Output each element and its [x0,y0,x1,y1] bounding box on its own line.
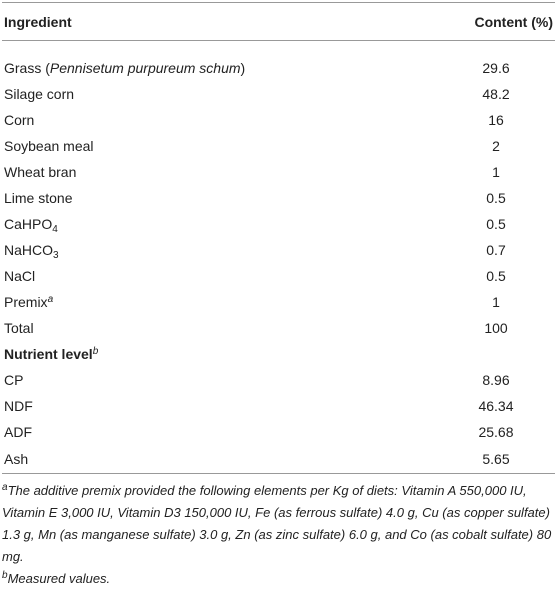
footnote-mark: b [92,346,99,357]
ingredient-cell: Wheat bran [2,159,437,185]
ingredient-cell: NaCl [2,263,437,289]
ingredient-text: NaCl [4,268,36,284]
ingredient-table: Ingredient Content (%) Grass (Pennisetum… [2,2,555,474]
ingredient-text: Wheat bran [4,164,77,180]
content-cell: 29.6 [482,60,510,76]
footnote-mark: a [47,294,54,305]
ingredient-cell: Silage corn [2,81,437,107]
content-cell: 5.65 [437,445,555,474]
ingredient-cell: Total [2,315,437,341]
section-row: Nutrient levelb [2,341,555,367]
content-cell: 0.5 [486,216,506,232]
section-text: Nutrient level [4,346,93,362]
table-row: Soybean meal 2 [2,133,555,159]
content-cell: 8.96 [482,372,510,388]
content-cell: 0.5 [486,190,506,206]
ingredient-text: Lime stone [4,190,73,206]
ingredient-text: Corn [4,112,35,128]
table-row: Lime stone 0.5 [2,185,555,211]
content-cell: 48.2 [482,86,510,102]
ingredient-text: Soybean meal [4,138,94,154]
ingredient-cell: Grass (Pennisetum purpureum schum) [2,41,437,82]
section-cell: Nutrient levelb [2,341,437,367]
table-row: Ash 5.65 [2,445,555,474]
footnote-mark: a [2,482,8,493]
footnote: aThe additive premix provided the follow… [2,480,553,568]
table-row: Silage corn 48.2 [2,81,555,107]
content-cell: 2 [492,138,500,154]
content-cell: 46.34 [478,398,514,414]
table-row: Corn 16 [2,107,555,133]
ingredient-cell: CaHPO4 [2,211,437,237]
content-cell: 1 [492,164,500,180]
nutrient-cell: Ash [2,445,437,474]
ingredient-text: Premix [4,294,48,310]
footnotes: aThe additive premix provided the follow… [2,480,553,590]
footnote-mark: b [2,570,8,581]
ingredient-text: Total [4,320,34,336]
header-cell: Content (%) [437,2,555,41]
nutrient-cell: CP [4,372,24,388]
content-cell: 1 [492,294,500,310]
footnote-text: Measured values. [7,571,111,586]
ingredient-cell: Soybean meal [2,133,437,159]
ingredient-text: CaHPO [4,216,53,232]
subscript: 3 [53,250,59,261]
header-cell: Ingredient [2,2,437,41]
content-cell [437,341,555,367]
table-row: Grass (Pennisetum purpureum schum) 29.6 [2,41,555,82]
table-body: Grass (Pennisetum purpureum schum) 29.6 Si… [2,41,555,474]
table-row: Premixa 1 [2,289,555,315]
content-cell: 25.68 [478,424,514,440]
ingredient-text: NaHCO [4,242,54,258]
table-row: Total 100 [2,315,555,341]
footnote: bMeasured values. [2,568,553,590]
ingredient-cell: NaHCO3 [2,237,437,263]
table-row: NaCl 0.5 [2,263,555,289]
ingredient-text: Silage corn [4,86,75,102]
table-row: CaHPO4 0.5 [2,211,555,237]
content-cell: 0.5 [486,268,506,284]
ingredient-text: Pennisetum purpureum schum [49,60,241,76]
table-row: NDF 46.34 [2,393,555,419]
table-row: CP 8.96 [2,367,555,393]
table-row: ADF 25.68 [2,419,555,445]
ingredient-text: ) [240,60,246,76]
table-row: Wheat bran 1 [2,159,555,185]
content-cell: 0.7 [486,242,506,258]
nutrient-cell: ADF [4,424,32,440]
table-row: NaHCO3 0.7 [2,237,555,263]
nutrient-cell: NDF [4,398,33,414]
content-cell: 16 [488,112,504,128]
subscript: 4 [52,224,58,235]
footnote-text: The additive premix provided the followi… [2,483,552,564]
ingredient-cell: Lime stone [2,185,437,211]
ingredient-cell: Premixa [2,289,437,315]
content-cell: 100 [484,320,508,336]
ingredient-cell: Corn [2,107,437,133]
ingredient-text: Grass ( [4,60,50,76]
header-row: Ingredient Content (%) [2,2,555,41]
